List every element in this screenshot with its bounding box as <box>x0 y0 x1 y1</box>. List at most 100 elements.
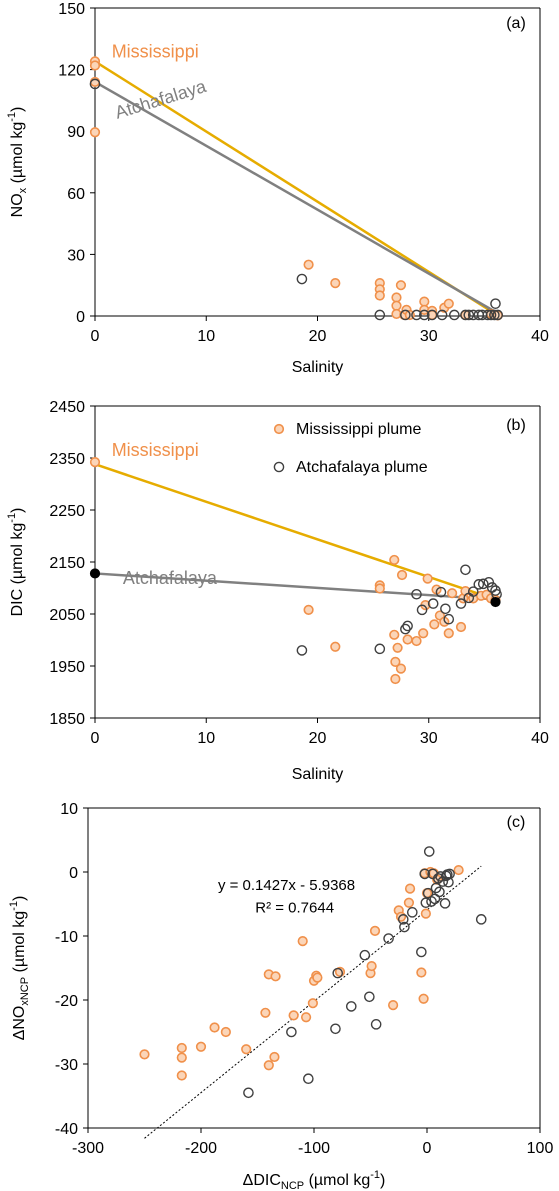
data-point <box>397 914 409 925</box>
data-point <box>288 1010 299 1021</box>
x-tick-label: 30 <box>420 328 438 345</box>
x-tick-label: -100 <box>298 1140 330 1157</box>
data-point <box>391 300 402 311</box>
data-point <box>455 621 467 633</box>
data-point <box>485 309 497 321</box>
annotation-mississippi: Mississippi <box>112 41 199 61</box>
x-tick-label: 40 <box>531 328 549 345</box>
y-tick-label: -20 <box>55 993 78 1010</box>
y-tick-label: -30 <box>55 1057 78 1074</box>
y-axis-label-subscript: x <box>17 187 29 193</box>
data-point <box>300 1012 312 1023</box>
data-point <box>374 309 386 321</box>
x-axis-label-close: ) <box>380 1172 385 1189</box>
y-axis-label: ΔNOxNCP (µmol kg-1) <box>8 896 31 1041</box>
y-tick-label: 2050 <box>49 607 85 624</box>
data-point <box>418 993 429 1004</box>
y-axis-label-superscript: -1 <box>8 901 20 911</box>
data-point <box>286 1026 297 1038</box>
data-point <box>420 897 432 909</box>
data-point <box>418 628 429 639</box>
data-point <box>453 864 464 876</box>
x-tick-label: 30 <box>420 730 438 747</box>
data-point <box>364 991 375 1003</box>
data-point <box>435 586 447 598</box>
data-point <box>416 604 428 616</box>
data-point <box>176 1052 187 1063</box>
annotation-atchafalaya: Atchafalaya <box>123 568 218 588</box>
y-tick-label: 2150 <box>49 555 85 572</box>
data-point <box>269 1051 280 1063</box>
series-miss <box>139 864 464 1081</box>
y-axis-label-main: NO <box>9 193 26 217</box>
data-point <box>411 309 422 321</box>
x-tick-label: 10 <box>197 328 215 345</box>
data-point <box>374 583 385 594</box>
data-point <box>89 127 101 138</box>
data-point <box>492 309 504 321</box>
data-point <box>330 1023 341 1035</box>
data-point <box>176 1070 187 1081</box>
data-point <box>402 620 413 632</box>
trend-r-squared: R² = 0.7644 <box>255 899 334 916</box>
x-axis-label-main: ΔDIC <box>243 1172 281 1189</box>
y-tick-label: 10 <box>60 801 78 818</box>
y-tick-label: 2250 <box>49 503 85 520</box>
data-point <box>439 898 451 909</box>
x-axis-label-subscript: NCP <box>281 1180 304 1191</box>
legend-marker <box>273 423 285 435</box>
data-point <box>440 603 451 615</box>
data-point <box>395 280 407 291</box>
data-point <box>89 457 101 468</box>
data-point <box>307 998 318 1009</box>
data-point <box>482 309 494 321</box>
data-point <box>139 1049 150 1060</box>
y-axis-label-unit: (µmol kg <box>9 122 26 188</box>
data-point <box>402 634 413 645</box>
data-point <box>388 1000 399 1011</box>
y-tick-label: 90 <box>67 124 85 141</box>
data-point <box>418 309 430 321</box>
data-point <box>263 1060 274 1071</box>
x-tick-label: 20 <box>309 730 327 747</box>
data-point <box>383 933 394 944</box>
data-point <box>455 598 467 609</box>
x-tick-label: 0 <box>91 730 100 747</box>
legend-label: Atchafalaya plume <box>296 459 428 476</box>
panel-label: (b) <box>506 417 526 434</box>
y-axis-label-close: ) <box>11 896 28 901</box>
data-point <box>399 921 410 933</box>
x-axis-label: ΔDICNCP (µmol kg-1) <box>243 1169 386 1191</box>
data-point <box>434 886 445 898</box>
data-point <box>312 972 323 983</box>
y-tick-label: 0 <box>69 865 78 882</box>
y-tick-label: 120 <box>58 63 85 80</box>
data-point <box>436 309 448 321</box>
data-point <box>176 1042 187 1054</box>
x-tick-label: 40 <box>531 730 549 747</box>
data-point <box>330 278 341 289</box>
data-point <box>330 641 341 652</box>
data-point <box>297 936 308 947</box>
data-point <box>241 1044 252 1055</box>
series-atch <box>243 846 487 1099</box>
y-axis-label-unit: (µmol kg <box>11 911 28 977</box>
mixing-line-mississippi <box>94 60 497 316</box>
x-tick-label: -300 <box>72 1140 104 1157</box>
data-point <box>411 588 422 600</box>
legend-label: Mississippi plume <box>296 421 421 438</box>
data-point <box>429 619 440 630</box>
data-point <box>303 604 314 615</box>
x-axis-label: Salinity <box>292 359 344 376</box>
mixing-line-atchafalaya <box>94 572 496 601</box>
data-point <box>475 914 487 925</box>
y-axis-label-close: ) <box>9 107 26 112</box>
data-point <box>374 643 386 655</box>
data-point <box>447 588 458 599</box>
data-point <box>449 309 460 321</box>
y-axis-label-close: ) <box>9 508 26 513</box>
data-point <box>419 868 431 880</box>
data-point <box>407 907 418 918</box>
data-point <box>426 309 438 321</box>
